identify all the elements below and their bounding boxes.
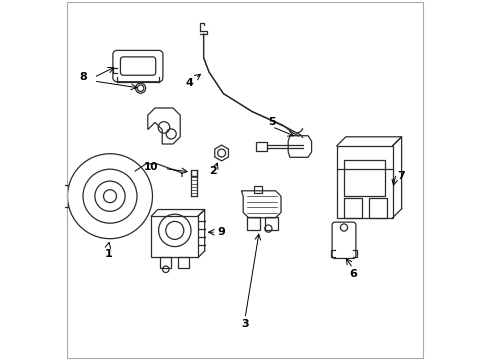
Bar: [178, 257, 189, 268]
Bar: [191, 170, 197, 176]
Bar: [160, 257, 171, 268]
Text: 5: 5: [268, 117, 276, 127]
Text: 9: 9: [218, 227, 225, 237]
Text: 8: 8: [79, 72, 87, 82]
Text: 2: 2: [209, 166, 217, 176]
Bar: [369, 198, 387, 218]
Text: 3: 3: [241, 319, 249, 329]
Bar: [151, 216, 198, 257]
Bar: [337, 146, 392, 218]
Bar: [247, 217, 261, 230]
Bar: [344, 160, 386, 196]
Bar: [256, 142, 267, 151]
Bar: [254, 186, 262, 193]
Text: 4: 4: [185, 78, 193, 88]
Text: 6: 6: [349, 269, 357, 279]
Text: 1: 1: [104, 249, 112, 259]
Bar: [344, 198, 362, 218]
Text: 7: 7: [398, 171, 406, 181]
Bar: [265, 217, 278, 230]
Text: 10: 10: [144, 162, 159, 172]
